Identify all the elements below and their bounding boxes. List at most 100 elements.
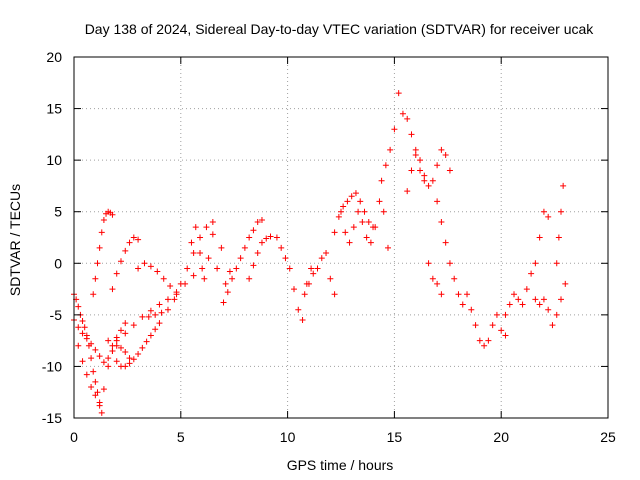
series-arc-11-12 bbox=[301, 249, 338, 298]
data-point bbox=[145, 313, 152, 320]
data-point bbox=[378, 177, 385, 184]
data-point bbox=[250, 262, 257, 269]
data-point bbox=[192, 224, 199, 231]
data-point bbox=[519, 301, 526, 308]
data-point bbox=[346, 239, 353, 246]
data-point bbox=[485, 337, 492, 344]
data-point bbox=[532, 260, 539, 267]
data-point bbox=[214, 265, 221, 272]
data-point bbox=[75, 342, 82, 349]
data-point bbox=[122, 330, 129, 337]
data-point bbox=[331, 229, 338, 236]
data-point bbox=[399, 110, 406, 117]
y-tick-label: 10 bbox=[46, 152, 62, 168]
data-point bbox=[528, 270, 535, 277]
data-point bbox=[209, 219, 216, 226]
data-point bbox=[502, 332, 509, 339]
data-point bbox=[451, 275, 458, 282]
data-point bbox=[197, 249, 204, 256]
data-point bbox=[523, 286, 530, 293]
data-point bbox=[291, 286, 298, 293]
data-point bbox=[380, 208, 387, 215]
data-point bbox=[147, 332, 154, 339]
data-point bbox=[154, 268, 161, 275]
y-tick-label: 0 bbox=[54, 255, 62, 271]
data-point bbox=[113, 342, 120, 349]
series-rise-to-5 bbox=[90, 208, 116, 298]
data-point bbox=[295, 306, 302, 313]
x-tick-label: 0 bbox=[70, 429, 78, 445]
x-tick-label: 20 bbox=[493, 429, 509, 445]
data-point bbox=[188, 239, 195, 246]
data-point bbox=[92, 392, 99, 399]
data-point bbox=[408, 167, 415, 174]
data-point bbox=[130, 234, 137, 241]
data-point bbox=[190, 249, 197, 256]
data-point bbox=[540, 208, 547, 215]
data-point bbox=[218, 244, 225, 251]
data-point bbox=[331, 291, 338, 298]
data-point bbox=[299, 317, 306, 324]
x-tick-label: 10 bbox=[280, 429, 296, 445]
series-peak-15 bbox=[378, 90, 428, 184]
data-point bbox=[545, 306, 552, 313]
data-point bbox=[404, 188, 411, 195]
data-point bbox=[376, 198, 383, 205]
data-point bbox=[425, 260, 432, 267]
series-diagonal-rise bbox=[113, 265, 206, 344]
data-point bbox=[241, 244, 248, 251]
data-point bbox=[536, 301, 543, 308]
data-point bbox=[90, 368, 97, 375]
data-point bbox=[359, 219, 366, 226]
data-point bbox=[282, 255, 289, 262]
data-point bbox=[417, 167, 424, 174]
data-point bbox=[113, 337, 120, 344]
data-point bbox=[147, 307, 154, 314]
data-point bbox=[308, 265, 315, 272]
data-point bbox=[391, 126, 398, 133]
data-point bbox=[286, 265, 293, 272]
data-point bbox=[553, 260, 560, 267]
data-point bbox=[502, 311, 509, 318]
data-point bbox=[404, 115, 411, 122]
data-point bbox=[100, 216, 107, 223]
data-point bbox=[515, 296, 522, 303]
data-point bbox=[301, 291, 308, 298]
data-point bbox=[122, 363, 129, 370]
data-point bbox=[560, 182, 567, 189]
data-point bbox=[412, 146, 419, 153]
y-axis-label: SDTVAR / TECUs bbox=[7, 184, 23, 296]
data-point bbox=[434, 280, 441, 287]
data-point bbox=[382, 162, 389, 169]
series-cluster-13 bbox=[338, 198, 391, 251]
data-point bbox=[79, 358, 86, 365]
data-point bbox=[254, 219, 261, 226]
series-arc-early-c bbox=[75, 342, 133, 406]
data-point bbox=[352, 190, 359, 197]
series-trough-10 bbox=[105, 320, 163, 370]
data-point bbox=[468, 306, 475, 313]
data-point bbox=[96, 353, 103, 360]
series-tail-22-23 bbox=[545, 280, 569, 329]
data-point bbox=[88, 340, 95, 347]
data-point bbox=[117, 327, 124, 334]
data-point bbox=[126, 355, 133, 362]
data-point bbox=[90, 291, 97, 298]
data-point bbox=[226, 268, 233, 275]
data-point bbox=[342, 229, 349, 236]
series-trough-19 bbox=[464, 291, 509, 349]
series-cluster-21 bbox=[502, 270, 547, 318]
data-point bbox=[305, 280, 312, 287]
data-point bbox=[92, 378, 99, 385]
series-drop-17 bbox=[425, 260, 445, 298]
data-point bbox=[126, 360, 133, 367]
data-point bbox=[190, 272, 197, 279]
x-tick-label: 5 bbox=[177, 429, 185, 445]
data-markers bbox=[71, 90, 569, 416]
data-point bbox=[130, 322, 137, 329]
data-point bbox=[493, 311, 500, 318]
data-point bbox=[417, 157, 424, 164]
data-point bbox=[429, 275, 436, 282]
data-point bbox=[549, 322, 556, 329]
data-point bbox=[98, 229, 105, 236]
